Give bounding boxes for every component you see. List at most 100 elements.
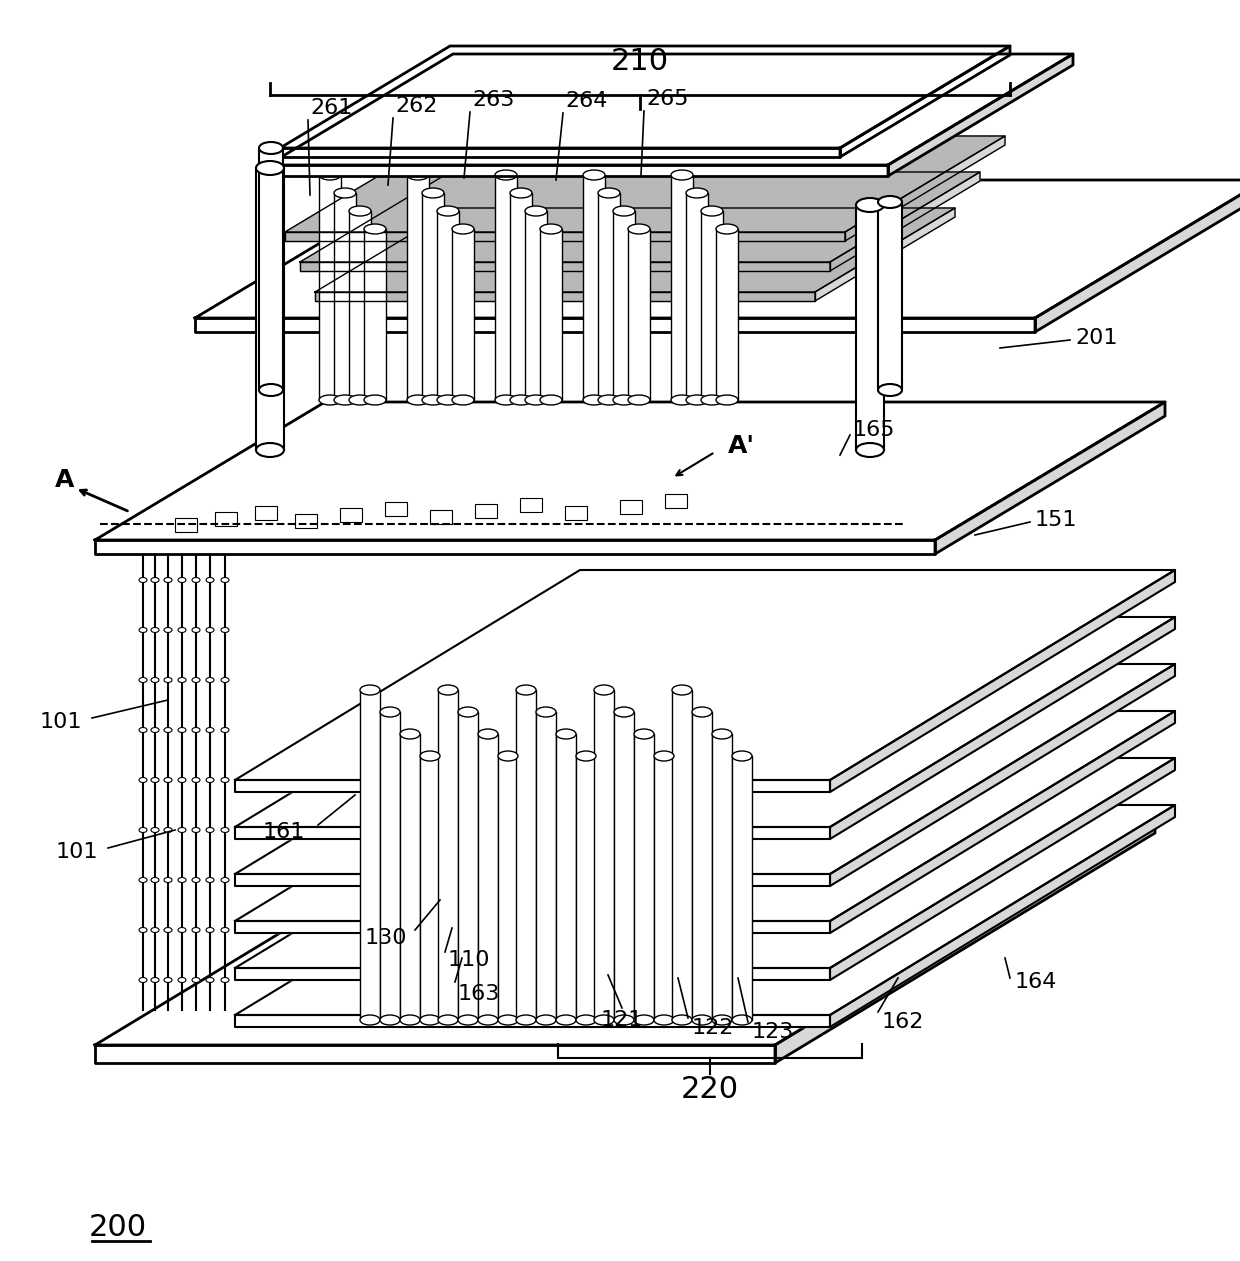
Polygon shape (830, 758, 1176, 980)
Ellipse shape (139, 628, 148, 633)
Polygon shape (516, 690, 536, 1020)
Ellipse shape (206, 928, 215, 932)
Ellipse shape (510, 188, 532, 198)
Text: 130: 130 (365, 928, 407, 948)
Polygon shape (686, 193, 708, 400)
Ellipse shape (164, 827, 172, 832)
Ellipse shape (151, 578, 159, 583)
Ellipse shape (255, 443, 284, 456)
Polygon shape (384, 502, 407, 516)
Polygon shape (360, 690, 379, 1020)
Ellipse shape (672, 685, 692, 695)
Ellipse shape (139, 778, 148, 783)
Ellipse shape (379, 1015, 401, 1025)
Ellipse shape (139, 728, 148, 733)
Ellipse shape (179, 578, 186, 583)
Ellipse shape (348, 395, 371, 405)
Ellipse shape (401, 729, 420, 739)
Polygon shape (300, 262, 830, 271)
Text: 151: 151 (1035, 509, 1078, 530)
Polygon shape (236, 805, 1176, 1015)
Ellipse shape (164, 977, 172, 982)
Polygon shape (295, 514, 317, 528)
Ellipse shape (556, 1015, 577, 1025)
Polygon shape (255, 168, 284, 450)
Ellipse shape (164, 628, 172, 633)
Ellipse shape (164, 677, 172, 682)
Polygon shape (236, 711, 1176, 921)
Polygon shape (671, 175, 693, 400)
Ellipse shape (420, 752, 440, 760)
Ellipse shape (206, 578, 215, 583)
Ellipse shape (334, 395, 356, 405)
Ellipse shape (701, 206, 723, 216)
Polygon shape (614, 712, 634, 1020)
Ellipse shape (221, 677, 229, 682)
Ellipse shape (438, 685, 458, 695)
Polygon shape (215, 512, 237, 526)
Ellipse shape (583, 170, 605, 180)
Polygon shape (620, 501, 642, 514)
Ellipse shape (525, 206, 547, 216)
Text: 122: 122 (692, 1018, 734, 1038)
Ellipse shape (878, 195, 901, 208)
Ellipse shape (192, 928, 200, 932)
Polygon shape (598, 193, 620, 400)
Text: 201: 201 (1075, 328, 1117, 348)
Ellipse shape (259, 142, 283, 154)
Ellipse shape (164, 928, 172, 932)
Ellipse shape (179, 677, 186, 682)
Polygon shape (422, 193, 444, 400)
Ellipse shape (192, 628, 200, 633)
Ellipse shape (192, 827, 200, 832)
Ellipse shape (206, 878, 215, 883)
Ellipse shape (139, 878, 148, 883)
Ellipse shape (221, 578, 229, 583)
Polygon shape (844, 136, 1004, 241)
Ellipse shape (151, 728, 159, 733)
Ellipse shape (594, 1015, 614, 1025)
Polygon shape (498, 757, 518, 1020)
Polygon shape (236, 1015, 830, 1026)
Ellipse shape (151, 628, 159, 633)
Ellipse shape (164, 878, 172, 883)
Ellipse shape (598, 395, 620, 405)
Ellipse shape (671, 395, 693, 405)
Ellipse shape (712, 729, 732, 739)
Polygon shape (712, 734, 732, 1020)
Ellipse shape (614, 707, 634, 718)
Ellipse shape (206, 728, 215, 733)
Ellipse shape (732, 752, 751, 760)
Polygon shape (95, 540, 935, 554)
Polygon shape (438, 690, 458, 1020)
Ellipse shape (206, 977, 215, 982)
Ellipse shape (221, 778, 229, 783)
Polygon shape (830, 617, 1176, 839)
Polygon shape (236, 874, 830, 886)
Ellipse shape (613, 206, 635, 216)
Ellipse shape (577, 1015, 596, 1025)
Ellipse shape (715, 395, 738, 405)
Polygon shape (236, 827, 830, 839)
Polygon shape (430, 509, 453, 525)
Ellipse shape (179, 878, 186, 883)
Polygon shape (830, 805, 1176, 1026)
Ellipse shape (498, 1015, 518, 1025)
Polygon shape (888, 54, 1073, 177)
Ellipse shape (653, 752, 675, 760)
Ellipse shape (221, 827, 229, 832)
Ellipse shape (614, 1015, 634, 1025)
Polygon shape (613, 211, 635, 400)
Polygon shape (236, 781, 830, 792)
Ellipse shape (221, 628, 229, 633)
Text: 200: 200 (89, 1213, 148, 1242)
Ellipse shape (539, 224, 562, 235)
Ellipse shape (151, 778, 159, 783)
Ellipse shape (627, 395, 650, 405)
Polygon shape (583, 175, 605, 400)
Polygon shape (815, 208, 955, 301)
Text: 220: 220 (681, 1076, 739, 1105)
Ellipse shape (221, 928, 229, 932)
Ellipse shape (686, 188, 708, 198)
Ellipse shape (498, 752, 518, 760)
